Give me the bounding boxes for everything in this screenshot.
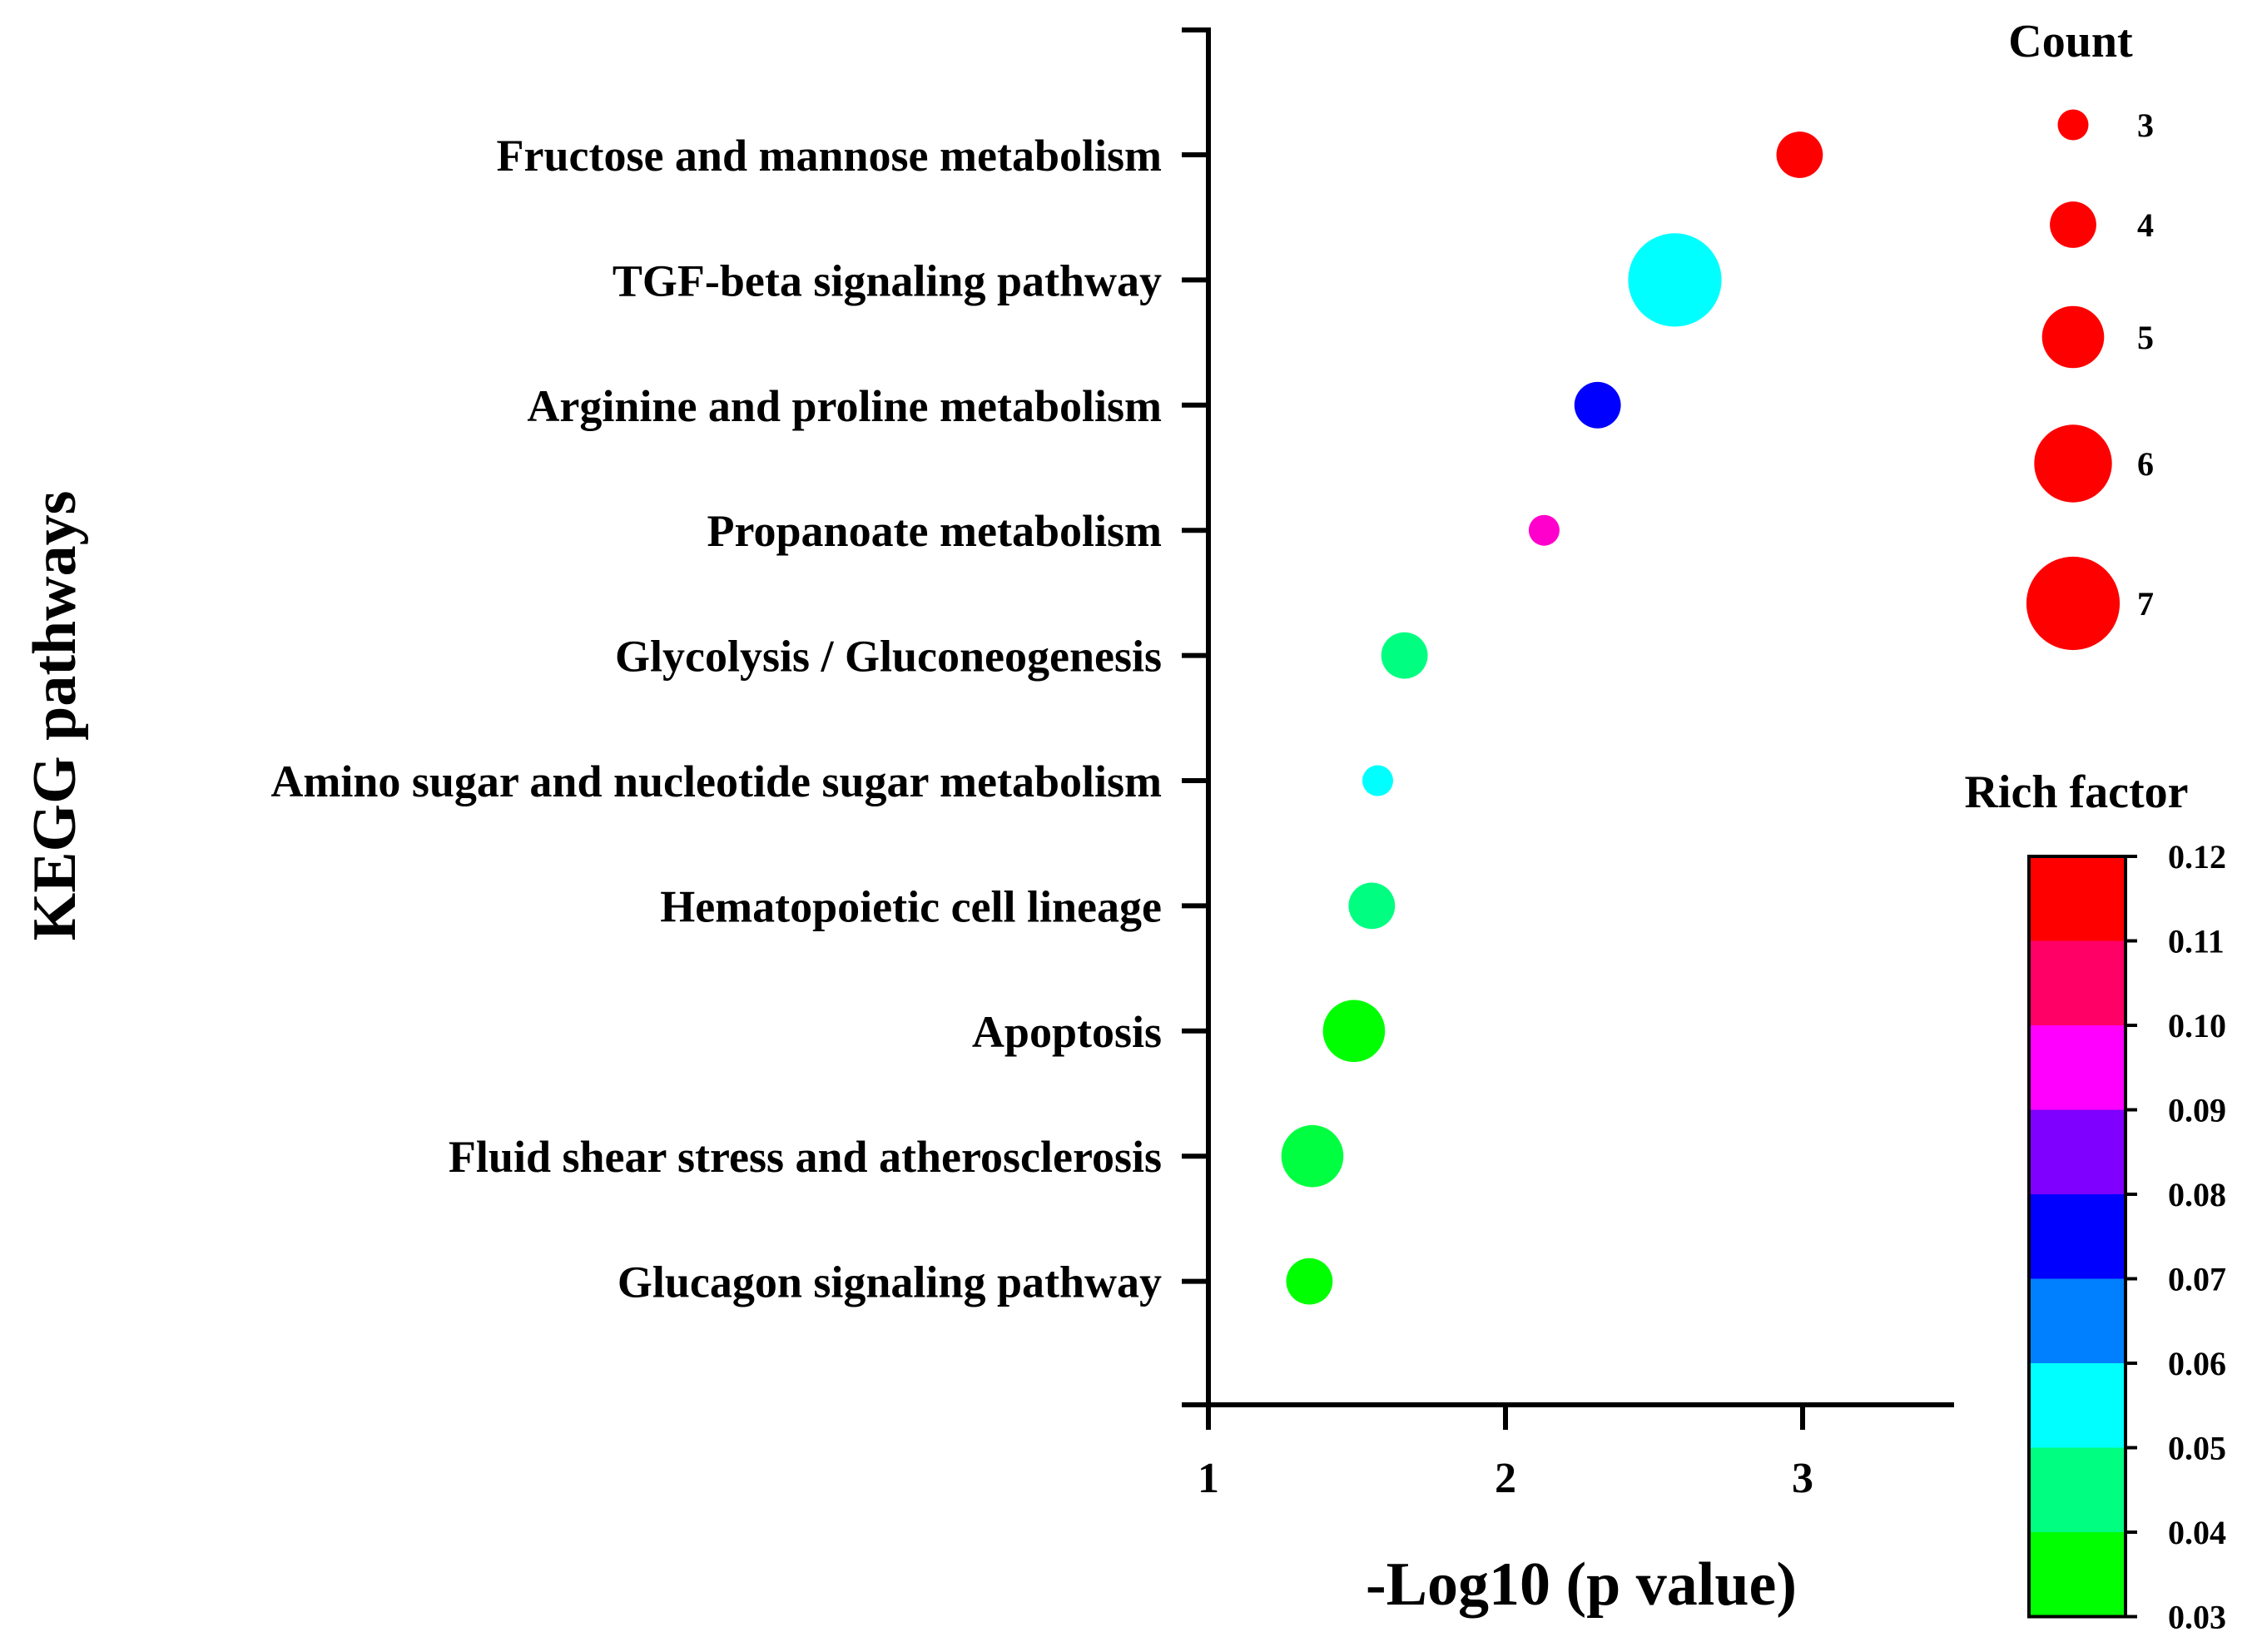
color-legend: 0.12 0.11 0.10 0.09 0.08 0.07 0.06 0.05 0.04 0.03: [2027, 838, 2226, 1636]
size-legend-label: 6: [2137, 445, 2154, 483]
color-legend-label: 0.09: [2168, 1092, 2226, 1129]
bubble-point: [1281, 1124, 1344, 1188]
bubble-point: [1776, 131, 1823, 178]
size-legend-label: 7: [2137, 585, 2154, 623]
color-legend-border: [2027, 855, 2127, 1619]
color-legend-label: 0.11: [2168, 923, 2225, 960]
bubble-point: [1362, 765, 1393, 796]
x-tick-label: 3: [1792, 1455, 1813, 1502]
bubble-point: [1322, 1000, 1386, 1063]
y-tick-label: Amino sugar and nucleotide sugar metabol…: [270, 757, 1162, 806]
x-axis-title: -Log10 (p value): [1366, 1550, 1797, 1619]
color-legend-band: [2029, 1532, 2126, 1617]
y-tick-labels: Fructose and mannose metabolism TGF-beta …: [270, 131, 1208, 1307]
y-tick-label: Propanoate metabolism: [707, 506, 1162, 556]
y-tick-label: Fluid shear stress and atherosclerosis: [449, 1132, 1162, 1182]
y-tick-label: TGF-beta signaling pathway: [613, 255, 1162, 305]
color-legend-label: 0.05: [2168, 1430, 2226, 1467]
y-tick-label: Glucagon signaling pathway: [618, 1258, 1162, 1307]
color-legend-band: [2029, 940, 2126, 1026]
size-legend-circle: [2026, 556, 2121, 651]
bubble-point: [1348, 882, 1396, 930]
color-legend-band: [2029, 1447, 2126, 1533]
x-tick-label: 1: [1198, 1455, 1219, 1502]
size-legend-label: 4: [2137, 206, 2154, 244]
y-tick-label: Fructose and mannose metabolism: [497, 131, 1162, 181]
bubble-point: [1286, 1258, 1333, 1305]
y-tick-label: Apoptosis: [972, 1007, 1162, 1057]
bubble-point: [1628, 233, 1722, 327]
x-ticks: 1 2 3: [1198, 1405, 1813, 1502]
color-legend-label: 0.06: [2168, 1345, 2226, 1382]
size-legend: 3 4 5 6 7: [2026, 107, 2154, 651]
color-legend-label: 0.04: [2168, 1514, 2226, 1551]
color-legend-label: 0.08: [2168, 1176, 2226, 1213]
color-legend-label: 0.12: [2168, 838, 2226, 876]
color-legend-band: [2029, 1025, 2126, 1110]
size-legend-circle: [2050, 201, 2096, 248]
x-tick-label: 2: [1495, 1455, 1516, 1502]
size-legend-label: 3: [2137, 107, 2154, 144]
size-legend-title: Count: [2008, 16, 2133, 67]
color-legend-band: [2029, 856, 2126, 941]
y-tick-label: Glycolysis / Gluconeogenesis: [615, 632, 1162, 682]
size-legend-circle: [2057, 109, 2089, 141]
color-legend-label: 0.03: [2168, 1599, 2226, 1636]
bubble-point: [1381, 632, 1428, 679]
color-legend-label: 0.10: [2168, 1007, 2226, 1044]
y-tick-label: Hematopoietic cell lineage: [660, 881, 1162, 931]
y-tick-label: Arginine and proline metabolism: [527, 381, 1162, 431]
y-axis-title: KEGG pathways: [21, 491, 89, 941]
bubble-point: [1528, 514, 1560, 546]
size-legend-circle: [2041, 305, 2105, 369]
size-legend-circle: [2034, 424, 2112, 503]
color-legend-title: Rich factor: [1964, 766, 2188, 818]
bubble-point: [1574, 381, 1621, 429]
color-legend-label: 0.07: [2168, 1261, 2226, 1298]
color-legend-band: [2029, 1278, 2126, 1364]
bubbles: [1281, 131, 1823, 1305]
color-legend-band: [2029, 1363, 2126, 1448]
color-legend-band: [2029, 1109, 2126, 1195]
size-legend-label: 5: [2137, 319, 2154, 356]
color-legend-band: [2029, 1194, 2126, 1279]
